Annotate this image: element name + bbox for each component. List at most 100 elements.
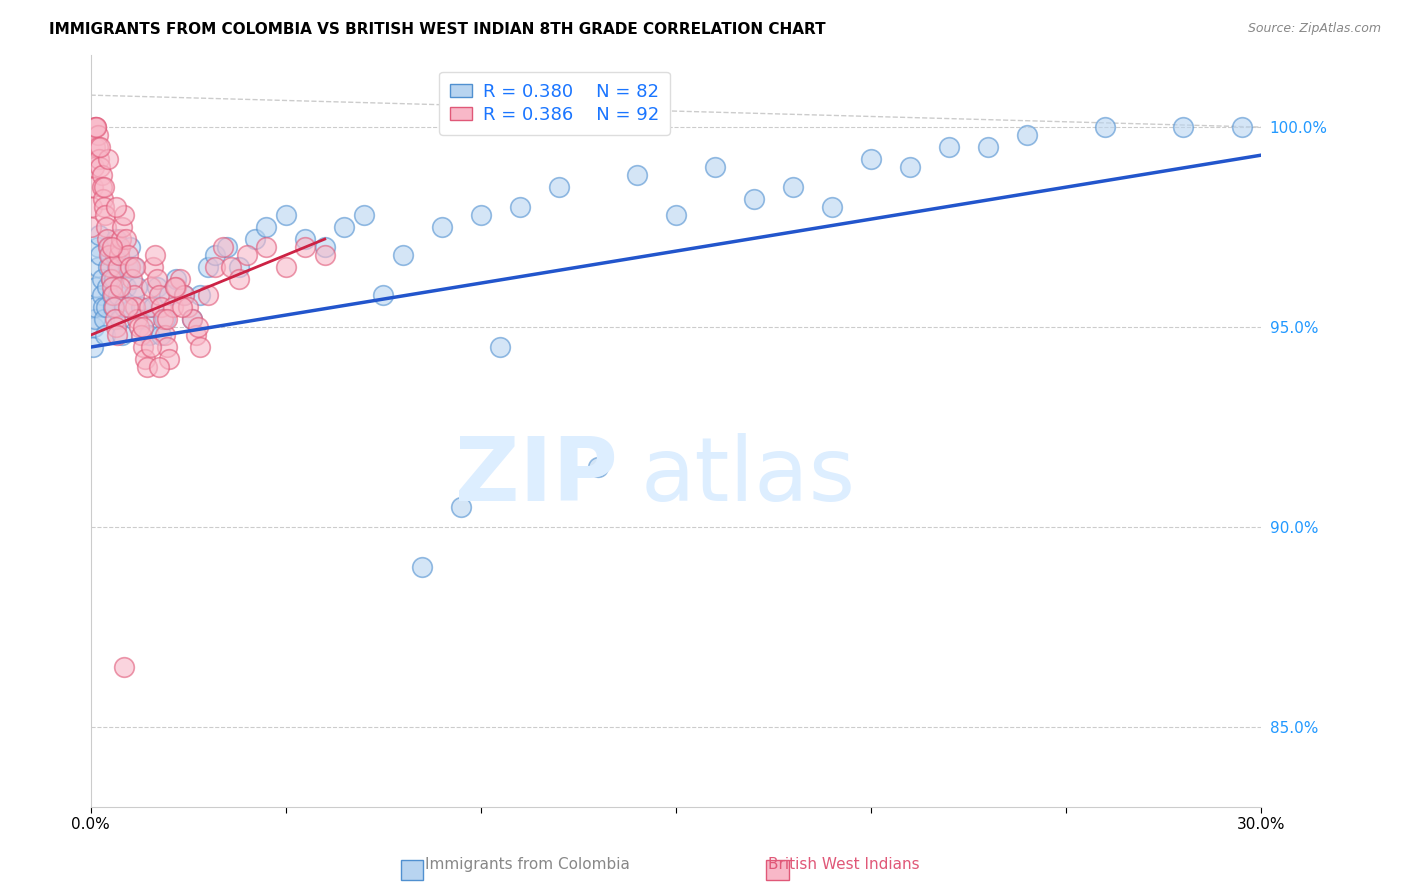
Point xyxy=(977,140,1000,154)
Point xyxy=(181,312,204,326)
Point xyxy=(98,248,121,262)
Point xyxy=(184,328,207,343)
Point xyxy=(90,168,112,182)
Point xyxy=(665,208,688,222)
Point xyxy=(89,228,111,243)
Point xyxy=(103,300,125,314)
Point xyxy=(114,232,136,246)
Point xyxy=(392,248,415,262)
Point xyxy=(86,120,108,135)
Point xyxy=(142,260,165,274)
Point xyxy=(294,240,316,254)
Point xyxy=(274,208,297,222)
Point xyxy=(146,280,169,294)
Point xyxy=(82,340,104,354)
Point xyxy=(96,232,118,246)
Point xyxy=(187,320,209,334)
Point xyxy=(172,300,194,314)
Point xyxy=(107,248,129,262)
Point xyxy=(166,280,188,294)
Point xyxy=(489,340,512,354)
Point xyxy=(157,288,180,302)
Point xyxy=(254,240,277,254)
Point xyxy=(104,232,127,246)
Point xyxy=(98,240,121,254)
Point xyxy=(173,288,195,302)
Point xyxy=(118,240,141,254)
Point xyxy=(97,260,120,274)
Point xyxy=(153,328,176,343)
Point xyxy=(860,152,883,166)
Point xyxy=(83,140,105,154)
Point xyxy=(93,312,115,326)
Text: IMMIGRANTS FROM COLOMBIA VS BRITISH WEST INDIAN 8TH GRADE CORRELATION CHART: IMMIGRANTS FROM COLOMBIA VS BRITISH WEST… xyxy=(49,22,825,37)
Point xyxy=(83,160,105,174)
Point xyxy=(742,192,765,206)
Point xyxy=(108,312,131,326)
Point xyxy=(235,248,257,262)
Point xyxy=(101,288,124,302)
Point xyxy=(111,328,134,343)
Point xyxy=(112,208,135,222)
Point xyxy=(470,208,492,222)
Point xyxy=(108,280,131,294)
Point xyxy=(166,272,188,286)
Point xyxy=(84,300,107,314)
Point xyxy=(1230,120,1253,135)
Point xyxy=(127,280,149,294)
Point xyxy=(91,180,114,194)
Point xyxy=(156,340,179,354)
Point xyxy=(132,320,155,334)
Point xyxy=(97,240,120,254)
Text: Source: ZipAtlas.com: Source: ZipAtlas.com xyxy=(1247,22,1381,36)
Point xyxy=(114,280,136,294)
Point xyxy=(188,340,211,354)
Point xyxy=(107,288,129,302)
Point xyxy=(90,272,112,286)
Point xyxy=(188,288,211,302)
Point xyxy=(169,272,191,286)
Point xyxy=(83,312,105,326)
Point xyxy=(117,260,139,274)
Point xyxy=(86,128,108,142)
Point xyxy=(82,180,104,194)
Point xyxy=(228,260,250,274)
Point xyxy=(509,200,531,214)
Point xyxy=(181,312,204,326)
Point xyxy=(104,248,127,262)
Point xyxy=(314,248,336,262)
Point xyxy=(96,300,118,314)
Point xyxy=(96,220,118,235)
Point xyxy=(152,312,174,326)
Point xyxy=(204,260,226,274)
Point xyxy=(89,160,111,174)
Point xyxy=(122,288,145,302)
Point xyxy=(132,340,155,354)
Point xyxy=(105,260,128,274)
Point xyxy=(1017,128,1039,142)
Point xyxy=(111,220,134,235)
Point xyxy=(82,200,104,214)
Point xyxy=(1094,120,1116,135)
Point xyxy=(104,320,127,334)
Point xyxy=(100,272,122,286)
Point xyxy=(131,328,153,343)
Point xyxy=(94,328,117,343)
Point xyxy=(128,320,150,334)
Point xyxy=(91,192,114,206)
Text: British West Indians: British West Indians xyxy=(768,857,920,872)
Point xyxy=(228,272,250,286)
Point xyxy=(153,312,176,326)
Point xyxy=(143,248,166,262)
Point xyxy=(294,232,316,246)
Point xyxy=(149,328,172,343)
Point xyxy=(91,288,114,302)
Point xyxy=(87,140,110,154)
Point xyxy=(84,120,107,135)
Point xyxy=(110,232,132,246)
Point xyxy=(938,140,960,154)
Point xyxy=(373,288,395,302)
Point xyxy=(204,248,226,262)
Point xyxy=(138,328,160,343)
Point xyxy=(134,312,156,326)
